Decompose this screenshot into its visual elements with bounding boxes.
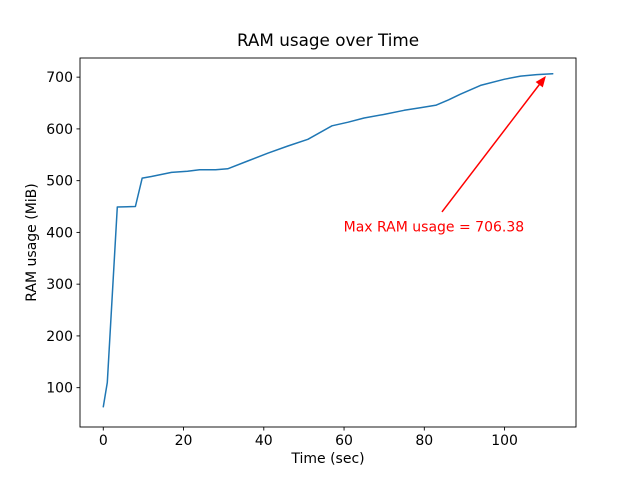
chart-title: RAM usage over Time xyxy=(237,30,419,50)
y-tick-label: 300 xyxy=(46,277,73,293)
y-tick-label: 700 xyxy=(46,70,73,86)
x-tick-label: 100 xyxy=(491,433,518,449)
x-tick-label: 20 xyxy=(175,433,193,449)
annotation-arrowhead xyxy=(535,76,546,88)
annotation-arrow-shaft xyxy=(441,82,542,213)
y-axis-label: RAM usage (MiB) xyxy=(24,183,40,301)
x-axis-label: Time (sec) xyxy=(290,451,364,467)
y-tick-label: 100 xyxy=(46,381,73,397)
annotation-arrow-group xyxy=(441,76,546,213)
y-tick-label: 400 xyxy=(46,225,73,241)
x-axis: 0 20 40 60 80 100 xyxy=(99,427,518,449)
annotation-text: Max RAM usage = 706.38 xyxy=(344,220,525,236)
y-axis: 100 200 300 400 500 600 700 xyxy=(46,70,80,397)
y-tick-label: 600 xyxy=(46,122,73,138)
plot-border xyxy=(79,57,577,428)
y-tick-label: 500 xyxy=(46,174,73,190)
y-tick-label: 200 xyxy=(46,329,73,345)
x-tick-label: 40 xyxy=(255,433,273,449)
x-tick-label: 0 xyxy=(99,433,108,449)
series-line-group xyxy=(102,73,554,408)
x-tick-label: 80 xyxy=(415,433,433,449)
series-line-ram-usage xyxy=(102,73,554,408)
x-tick-label: 60 xyxy=(335,433,353,449)
